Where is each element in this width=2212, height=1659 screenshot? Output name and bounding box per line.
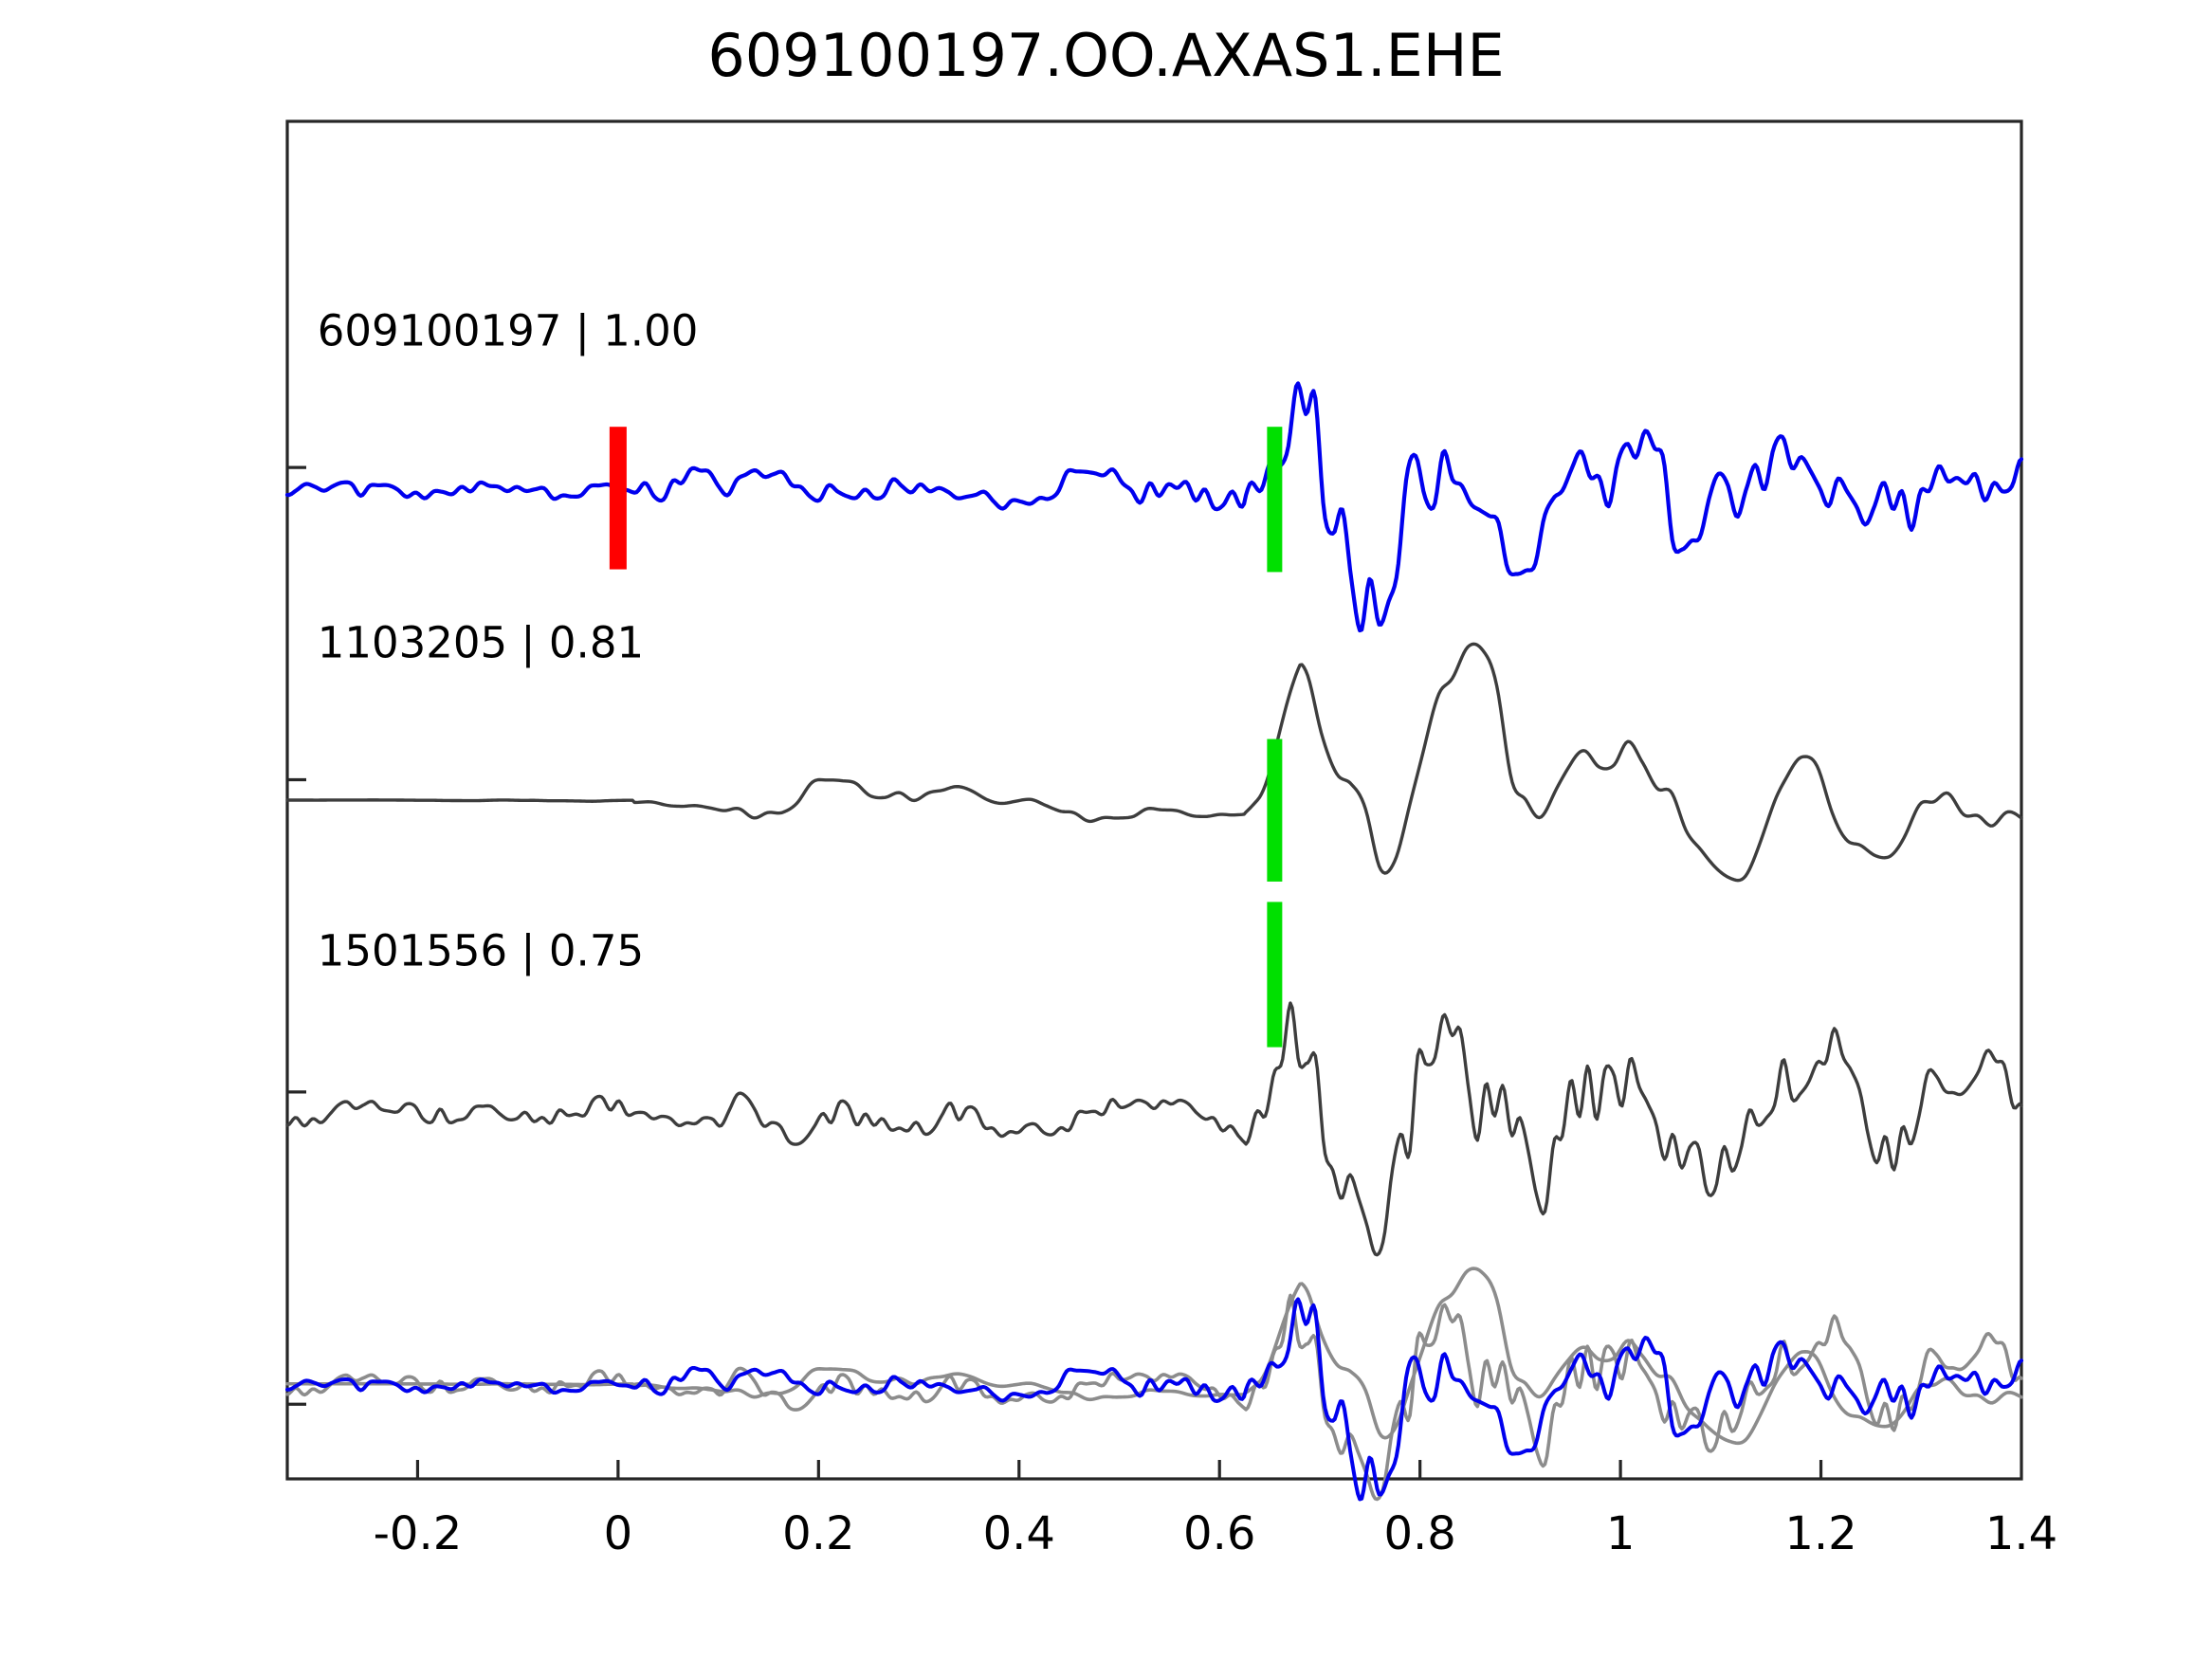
trace-label-1103205: 1103205 | 0.81 (318, 618, 644, 668)
pick-marker-s-1501556 (1267, 902, 1283, 1048)
overlay-trace-609100197 (285, 1297, 2023, 1502)
page-title: 609100197.OO.AXAS1.EHE (707, 21, 1505, 90)
x-tick-label: 0 (604, 1507, 633, 1560)
phase-pick-markers (609, 427, 1283, 1048)
y-axis-ticks (287, 465, 306, 1406)
x-tick-label: 1.4 (1985, 1507, 2057, 1560)
trace-label-1501556: 1501556 | 0.75 (318, 926, 644, 976)
waveform-traces (284, 381, 2024, 1502)
pick-marker-s-1103205 (1267, 738, 1283, 882)
pick-marker-p-609100197 (609, 427, 627, 570)
x-tick-label: 1.2 (1784, 1507, 1856, 1560)
x-tick-label: -0.2 (374, 1507, 463, 1560)
x-tick-label: 0.4 (983, 1507, 1055, 1560)
overlay-trace-1103205 (285, 1267, 2023, 1446)
x-tick-label: 0.6 (1183, 1507, 1255, 1560)
waveform-trace-609100197 (284, 381, 2024, 633)
x-tick-label: 0.2 (782, 1507, 854, 1560)
x-tick-label: 0.8 (1383, 1507, 1455, 1560)
waveform-trace-1103205 (285, 642, 2023, 883)
x-tick-label: 1 (1606, 1507, 1636, 1560)
x-axis-ticks: -0.2 0 0.2 0.4 0.6 0.8 1 1.2 1.4 (374, 1460, 2057, 1560)
trace-label-609100197: 609100197 | 1.00 (318, 305, 699, 356)
trace-labels: 609100197 | 1.00 1103205 | 0.81 1501556 | … (318, 305, 699, 975)
waveform-trace-1501556 (285, 1001, 2023, 1257)
pick-marker-s-609100197 (1267, 427, 1283, 573)
overlay-trace-1501556 (285, 1293, 2023, 1502)
